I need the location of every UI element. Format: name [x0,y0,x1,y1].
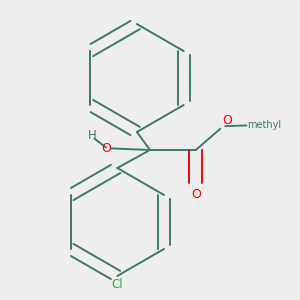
Text: O: O [101,142,111,155]
Text: methyl: methyl [248,121,282,130]
Text: Cl: Cl [112,278,123,291]
Text: O: O [191,188,201,201]
Text: O: O [222,114,232,127]
Text: H: H [88,129,97,142]
